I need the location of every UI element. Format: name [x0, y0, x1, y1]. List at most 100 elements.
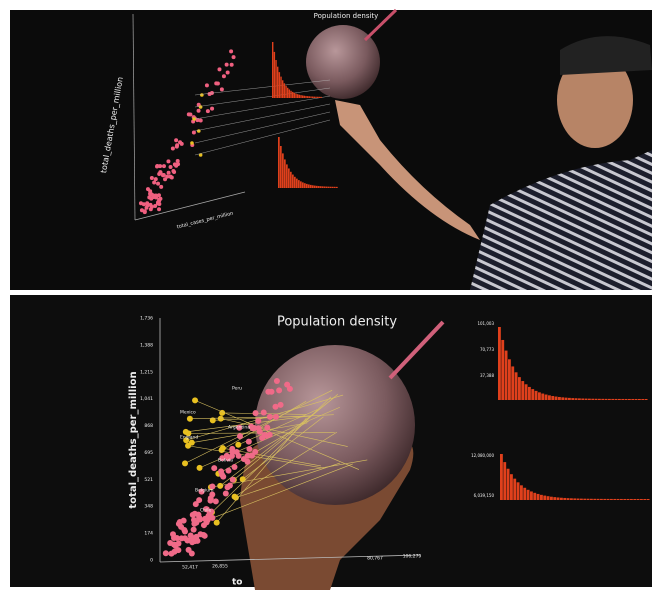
- bar: [297, 94, 299, 98]
- bar: [541, 393, 545, 400]
- point: [217, 415, 224, 422]
- point: [172, 542, 179, 549]
- bar: [540, 494, 543, 500]
- point: [217, 482, 224, 489]
- bar: [285, 85, 287, 98]
- point: [222, 490, 229, 497]
- bar: [303, 95, 306, 98]
- point: [236, 433, 243, 440]
- point: [175, 158, 180, 163]
- bar: [290, 171, 292, 188]
- point: [266, 413, 273, 420]
- bar: [312, 185, 314, 188]
- point: [173, 535, 180, 542]
- point: [196, 464, 203, 471]
- point: [187, 532, 194, 539]
- point: [190, 141, 194, 145]
- link: [194, 111, 331, 144]
- point: [174, 138, 179, 143]
- bar: [618, 398, 621, 400]
- point: [217, 67, 222, 72]
- bar: [561, 397, 565, 400]
- bar: [608, 398, 611, 400]
- point: [212, 498, 219, 505]
- bar: [624, 398, 628, 400]
- point: [170, 531, 177, 538]
- y-tick-label: 695: [144, 450, 153, 456]
- bar: [514, 372, 518, 400]
- bar: [521, 381, 525, 400]
- bar: [332, 186, 334, 188]
- point: [233, 448, 240, 455]
- bar: [584, 398, 588, 400]
- point: [207, 513, 214, 520]
- point: [198, 105, 203, 109]
- bar: [596, 498, 600, 500]
- bar: [518, 377, 521, 400]
- bar: [528, 386, 531, 400]
- point: [256, 428, 263, 435]
- link: [238, 409, 318, 446]
- bar: [626, 498, 630, 500]
- point: [182, 460, 189, 467]
- country-label: Belgium: [195, 488, 213, 494]
- y-tick-label: 868: [144, 423, 153, 429]
- point: [264, 424, 271, 431]
- bar: [272, 42, 274, 98]
- bar: [646, 498, 650, 500]
- point: [165, 174, 170, 179]
- bar: [320, 186, 322, 188]
- bar: [606, 498, 610, 500]
- point: [147, 195, 152, 200]
- bar: [287, 87, 289, 98]
- link: [221, 401, 307, 451]
- point: [273, 377, 280, 384]
- point: [252, 410, 259, 417]
- bar: [283, 83, 286, 98]
- point: [236, 424, 243, 431]
- bar: [548, 395, 551, 400]
- bar: [503, 462, 507, 500]
- bar: [511, 366, 515, 400]
- bar: [280, 146, 282, 188]
- bar: [326, 186, 328, 188]
- point: [272, 413, 279, 420]
- x-tick-label: 106,279: [403, 554, 422, 560]
- point: [170, 146, 175, 151]
- bar: [628, 398, 631, 400]
- bar: [620, 498, 623, 500]
- point: [159, 184, 164, 189]
- bar: [554, 396, 558, 400]
- point: [196, 129, 201, 133]
- point: [198, 488, 205, 495]
- bar: [315, 96, 317, 98]
- point: [225, 467, 232, 474]
- link: [189, 416, 311, 420]
- point: [163, 177, 168, 182]
- point: [251, 425, 258, 432]
- point: [286, 385, 293, 392]
- bar: [556, 497, 560, 500]
- point: [223, 452, 230, 459]
- point: [142, 209, 147, 214]
- bar: [591, 398, 595, 400]
- bar: [322, 186, 324, 188]
- point: [156, 193, 161, 198]
- bar: [583, 498, 587, 500]
- point: [186, 415, 193, 422]
- point: [151, 195, 156, 200]
- link: [194, 79, 331, 96]
- bar: [550, 496, 553, 500]
- point: [157, 201, 162, 206]
- bar: [513, 478, 517, 500]
- x-tick-label: 80,767: [367, 556, 383, 562]
- bottom-title: Population density: [277, 315, 397, 330]
- bar: [563, 497, 567, 500]
- bar: [294, 176, 296, 188]
- bar: [277, 66, 279, 98]
- bar: [576, 498, 580, 500]
- bar: [520, 485, 523, 500]
- bar: [581, 398, 585, 400]
- point: [185, 430, 192, 437]
